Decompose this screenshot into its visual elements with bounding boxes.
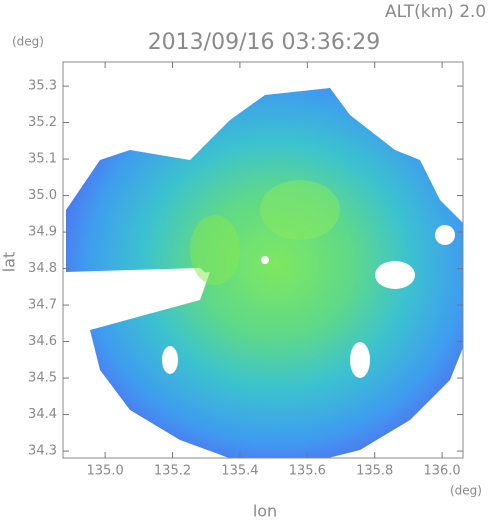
radar-echo bbox=[66, 88, 463, 458]
plot-frame bbox=[62, 61, 464, 459]
y-tick-label: 35.0 bbox=[28, 188, 57, 203]
x-tick-label: 135.2 bbox=[154, 464, 191, 479]
x-tick-label: 135.6 bbox=[289, 464, 326, 479]
y-tick-label: 35.2 bbox=[28, 115, 57, 130]
x-tick-label: 135.0 bbox=[87, 464, 124, 479]
x-tick-label: 135.4 bbox=[221, 464, 258, 479]
y-tick-label: 34.5 bbox=[28, 371, 57, 386]
y-tick-label: 35.1 bbox=[28, 152, 57, 167]
x-unit: (deg) bbox=[450, 484, 482, 498]
y-tick-label: 34.3 bbox=[28, 444, 57, 459]
y-tick-label: 34.8 bbox=[28, 261, 57, 276]
y-tick-label: 34.9 bbox=[28, 225, 57, 240]
subtitle: ALT(km) 2.0 bbox=[385, 2, 486, 22]
y-tick-label: 34.4 bbox=[28, 407, 57, 422]
y-tick-label: 34.6 bbox=[28, 334, 57, 349]
y-tick-label: 35.3 bbox=[28, 79, 57, 94]
x-tick-label: 136.0 bbox=[423, 464, 460, 479]
x-tick-label: 135.8 bbox=[356, 464, 393, 479]
y-tick-label: 34.7 bbox=[28, 298, 57, 313]
y-unit: (deg) bbox=[12, 35, 44, 49]
y-axis-label: lat bbox=[0, 252, 19, 273]
chart-title: 2013/09/16 03:36:29 bbox=[148, 30, 381, 55]
x-axis-label: lon bbox=[253, 502, 277, 521]
